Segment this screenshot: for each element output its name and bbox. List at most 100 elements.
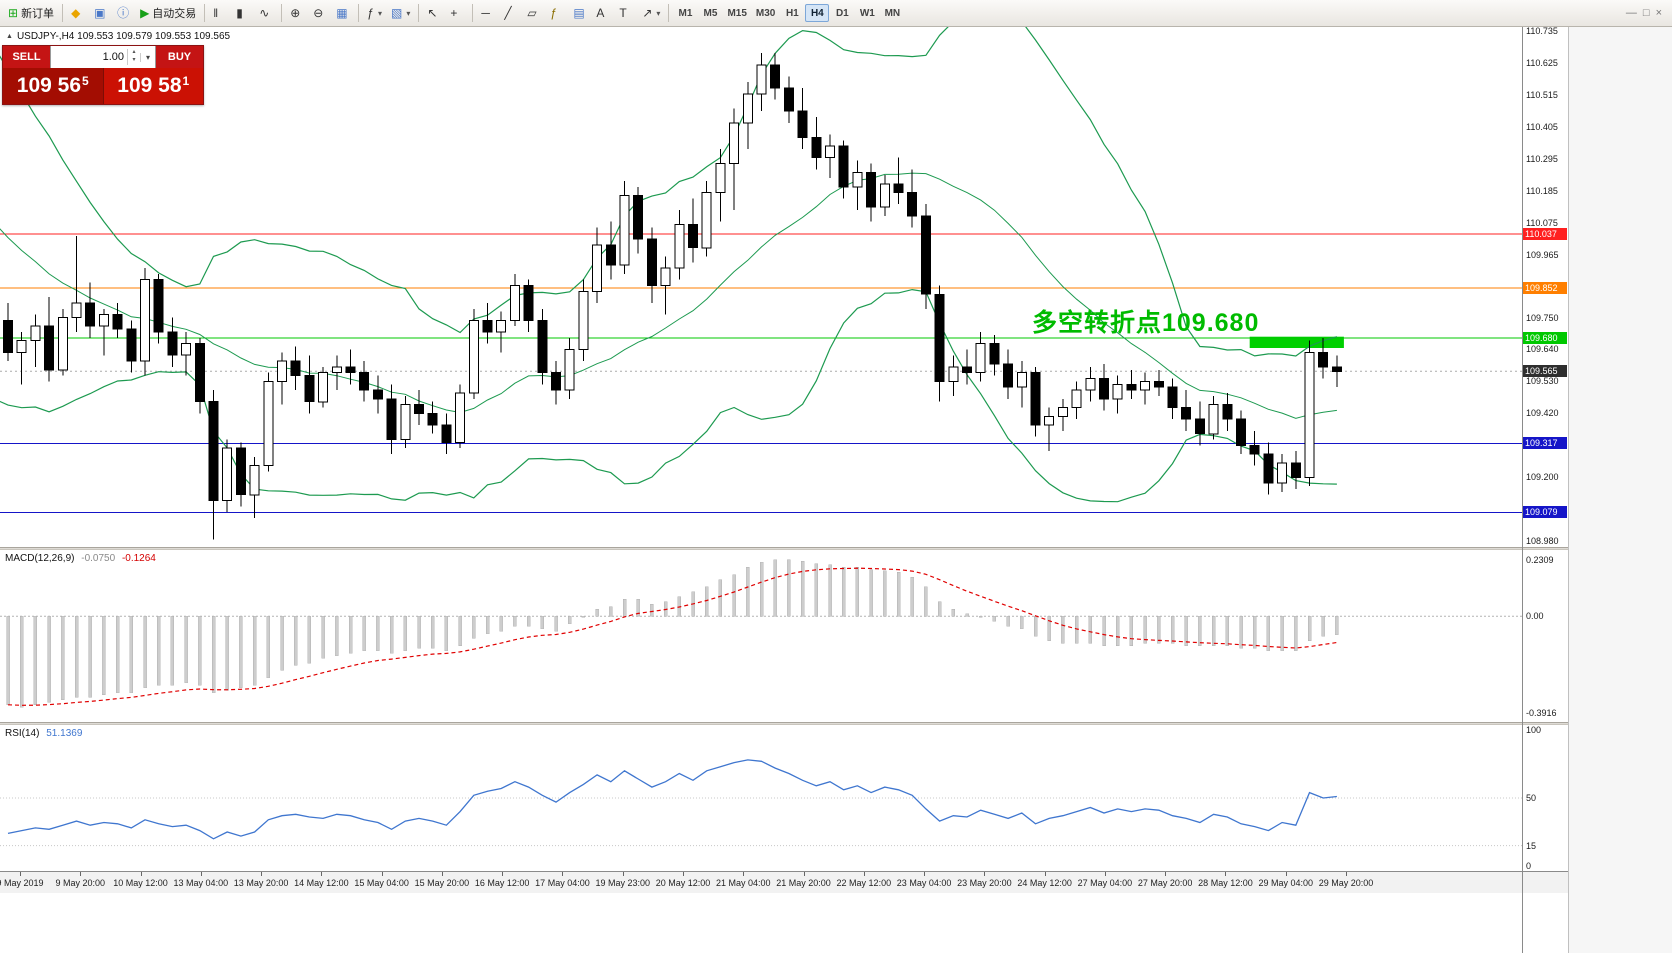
- price-tick: 110.625: [1526, 58, 1558, 69]
- arrows-dropdown-icon[interactable]: ▾: [656, 8, 661, 18]
- auto-trading-button[interactable]: ▶ 自动交易: [136, 3, 200, 24]
- time-tick: [1346, 872, 1347, 876]
- rsi-scale-axis[interactable]: 100 50 15 0: [1523, 725, 1568, 871]
- rsi-panel[interactable]: RSI(14) 51.1369: [0, 725, 1522, 871]
- timeframe-mn-button[interactable]: MN: [884, 7, 901, 19]
- bar-chart-button[interactable]: ‖: [209, 3, 231, 24]
- time-label: 10 May 12:00: [113, 878, 168, 888]
- turning-point-highlight-bar[interactable]: [1249, 336, 1344, 348]
- timeframe-w1-button[interactable]: W1: [859, 7, 875, 19]
- shapes-button[interactable]: ▤: [569, 3, 591, 24]
- chart-panels: ▲ USDJPY-,H4 109.553 109.579 109.553 109…: [0, 27, 1522, 953]
- macd-scale-axis[interactable]: 0.2309 0.00 -0.3916: [1523, 550, 1568, 722]
- cursor-button[interactable]: ↖: [423, 3, 445, 24]
- rsi-canvas[interactable]: [0, 725, 1522, 871]
- templates-dropdown-icon[interactable]: ▾: [406, 8, 411, 18]
- horizontal-line-button[interactable]: ─: [477, 3, 499, 24]
- volume-stepper[interactable]: ▴ ▾: [127, 49, 140, 65]
- one-click-trade-panel: SELL 1.00 ▴ ▾ ▾ BUY 109 56 5 109 58 1: [2, 45, 204, 105]
- toolbar-separator: [668, 4, 670, 22]
- open-charts-button[interactable]: ▣: [90, 3, 112, 24]
- bollinger-bands: [0, 27, 1338, 503]
- macd-canvas[interactable]: [0, 550, 1522, 722]
- price-level-tag: 109.852: [1523, 281, 1567, 294]
- macd-main-value: -0.0750: [81, 553, 116, 564]
- main-price-axis[interactable]: 110.735 110.625 110.515 110.405 110.295 110.1…: [1523, 26, 1568, 547]
- bottom-area: [0, 893, 1522, 953]
- open-charts-icon: ▣: [94, 6, 106, 20]
- shapes-icon: ▤: [573, 6, 585, 20]
- time-label: 17 May 04:00: [535, 878, 590, 888]
- buy-price-main: 109 58: [117, 74, 182, 97]
- indicators-button[interactable]: ƒ ▾: [363, 3, 386, 24]
- timeframe-h4-button[interactable]: H4: [805, 4, 830, 22]
- text-button[interactable]: A: [592, 3, 614, 24]
- help-info-icon: ⓘ: [117, 6, 130, 20]
- timeframe-m5-button[interactable]: M5: [703, 7, 718, 19]
- time-label: 27 May 04:00: [1077, 878, 1133, 888]
- time-label: 15 May 04:00: [354, 878, 409, 888]
- close-button[interactable]: ×: [1655, 7, 1662, 19]
- zoom-out-button[interactable]: ⊖: [309, 3, 331, 24]
- help-info-button[interactable]: ⓘ: [113, 3, 135, 24]
- axis-corner: [1523, 871, 1568, 893]
- tile-windows-icon: ▦: [336, 6, 348, 20]
- trendline-button[interactable]: ╱: [500, 3, 522, 24]
- price-tick: 108.980: [1526, 536, 1559, 547]
- minimize-button[interactable]: —: [1625, 7, 1637, 19]
- text-label-button[interactable]: T: [615, 3, 637, 24]
- tile-windows-button[interactable]: ▦: [332, 3, 354, 24]
- sell-price[interactable]: 109 56 5: [3, 68, 103, 104]
- symbol-marker-icon: ▲: [6, 33, 13, 40]
- macd-panel[interactable]: MACD(12,26,9) -0.0750 -0.1264: [0, 550, 1522, 722]
- volume-input[interactable]: 1.00 ▴ ▾ ▾: [50, 46, 156, 68]
- stepper-up-icon[interactable]: ▴: [132, 49, 136, 56]
- volume-dropdown-icon[interactable]: ▾: [140, 52, 155, 62]
- main-chart-panel[interactable]: ▲ USDJPY-,H4 109.553 109.579 109.553 109…: [0, 27, 1522, 547]
- indicators-dropdown-icon[interactable]: ▾: [377, 8, 382, 18]
- metaquotes-community-button[interactable]: ◆: [67, 3, 89, 24]
- price-chart-canvas[interactable]: [0, 27, 1522, 547]
- templates-button[interactable]: ▧ ▾: [387, 3, 414, 24]
- sell-price-main: 109 56: [16, 74, 82, 97]
- volume-value[interactable]: 1.00: [102, 51, 124, 63]
- time-tick: [1044, 872, 1046, 876]
- time-tick: [441, 872, 443, 876]
- stepper-down-icon[interactable]: ▾: [132, 57, 136, 63]
- timeframe-m1-button[interactable]: M1: [678, 7, 693, 19]
- time-label: 13 May 20:00: [233, 878, 289, 888]
- time-tick: [683, 872, 684, 876]
- toolbar-separator: [472, 4, 474, 22]
- timeframe-m15-button[interactable]: M15: [727, 7, 747, 19]
- rsi-scale-tick: 0: [1526, 861, 1532, 871]
- timeframe-m30-button[interactable]: M30: [755, 7, 776, 19]
- trendline-icon: ╱: [504, 6, 512, 20]
- toolbar: ⊞ 新订单 ◆ ▣ ⓘ ▶ 自动交易 ‖ ▮ ∿ ⊕ ⊖ ▦ ƒ ▾ ▧ ▾ ↖ + ─ ╱ ▱ ƒ ▤ A T ↗ ▾ M1 M5 M15…: [0, 0, 1672, 27]
- macd-splitter[interactable]: [0, 547, 1522, 550]
- buy-price[interactable]: 109 58 1: [102, 68, 203, 104]
- horizontal-line-icon: ─: [481, 6, 490, 20]
- time-axis[interactable]: 9 May 2019 9 May 20:00 10 May 12:00 13 May …: [0, 871, 1522, 893]
- new-order-button[interactable]: ⊞ 新订单: [4, 3, 58, 24]
- crosshair-button[interactable]: +: [446, 3, 468, 24]
- line-chart-button[interactable]: ∿: [255, 3, 277, 24]
- timeframe-h1-button[interactable]: H1: [785, 7, 799, 19]
- equidistant-channel-button[interactable]: ▱: [523, 3, 545, 24]
- price-axis-column[interactable]: 110.735 110.625 110.515 110.405 110.295 110.1…: [1522, 26, 1568, 953]
- restore-button[interactable]: □: [1642, 7, 1650, 19]
- candlestick-chart-button[interactable]: ▮: [232, 3, 254, 24]
- time-label: 24 May 12:00: [1017, 878, 1072, 888]
- toolbar-separator: [418, 4, 420, 22]
- zoom-in-button[interactable]: ⊕: [286, 3, 308, 24]
- right-empty-area: [1568, 27, 1672, 953]
- rsi-line: [7, 759, 1337, 840]
- sell-button[interactable]: SELL: [3, 46, 50, 68]
- rsi-splitter[interactable]: [0, 722, 1522, 725]
- arrows-button[interactable]: ↗ ▾: [638, 3, 664, 24]
- timeframe-d1-button[interactable]: D1: [835, 7, 849, 19]
- price-level-tag: 109.680: [1523, 331, 1567, 344]
- buy-button[interactable]: BUY: [156, 46, 203, 68]
- time-tick: [984, 872, 986, 876]
- fibonacci-retracement-button[interactable]: ƒ: [546, 3, 568, 24]
- time-tick: [1225, 872, 1227, 876]
